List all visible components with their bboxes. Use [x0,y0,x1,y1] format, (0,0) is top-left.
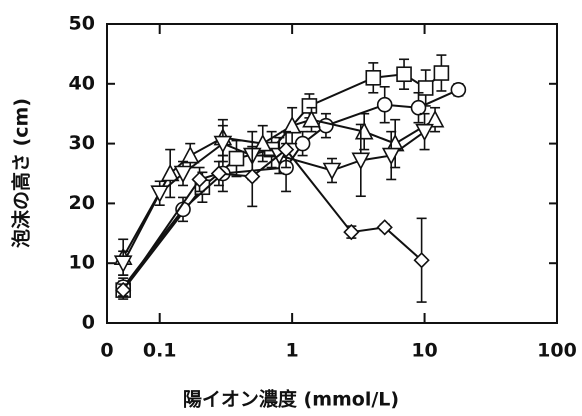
marker-triangle-down [150,185,170,203]
marker-triangle-up [160,163,180,182]
marker-circle [450,81,467,98]
x-tick-label: 0.1 [143,340,177,362]
marker-diamond [115,281,132,299]
series-line [122,118,436,258]
marker-triangle-down [322,162,342,181]
marker-triangle-down [381,147,401,166]
x-tick-label: 0 [100,340,113,362]
marker-circle [318,117,334,134]
y-tick-label: 20 [69,192,95,214]
marker-diamond [210,165,228,182]
marker-diamond [244,168,261,185]
y-tick-label: 40 [69,72,95,94]
plot-frame [106,23,558,324]
marker-triangle-up [180,145,200,164]
marker-square [433,65,450,81]
marker-circle [294,135,311,152]
y-tick-label: 50 [69,13,95,35]
marker-triangle-down [351,152,371,171]
y-tick-label: 30 [69,132,95,154]
marker-circle [410,99,427,116]
x-tick-label: 100 [537,340,577,362]
marker-triangle-down [213,135,233,154]
marker-square [228,150,245,167]
marker-triangle-up [282,115,302,134]
marker-diamond [191,171,208,188]
x-axis-label: 陽イオン濃度 (mmol/L) [183,388,399,411]
marker-square [396,66,412,83]
marker-square [417,80,434,96]
marker-square [365,70,382,86]
marker-diamond [376,219,393,236]
marker-diamond [343,223,360,241]
marker-triangle-down [415,123,434,142]
marker-triangle-down [173,165,193,184]
y-tick-label: 10 [69,252,95,274]
y-tick-label: 0 [82,312,95,334]
marker-diamond [413,252,430,269]
x-tick-label: 1 [286,340,299,362]
x-tick-label: 10 [411,340,437,362]
marker-triangle-up [302,109,321,128]
marker-triangle-up [425,109,445,128]
series-line [122,130,426,264]
marker-circle [376,96,393,113]
y-axis-label: 泡沫の高さ (cm) [10,98,33,248]
marker-diamond [277,141,295,158]
marker-square [301,98,318,114]
marker-triangle-up [253,133,273,152]
marker-triangle-down [113,255,133,273]
